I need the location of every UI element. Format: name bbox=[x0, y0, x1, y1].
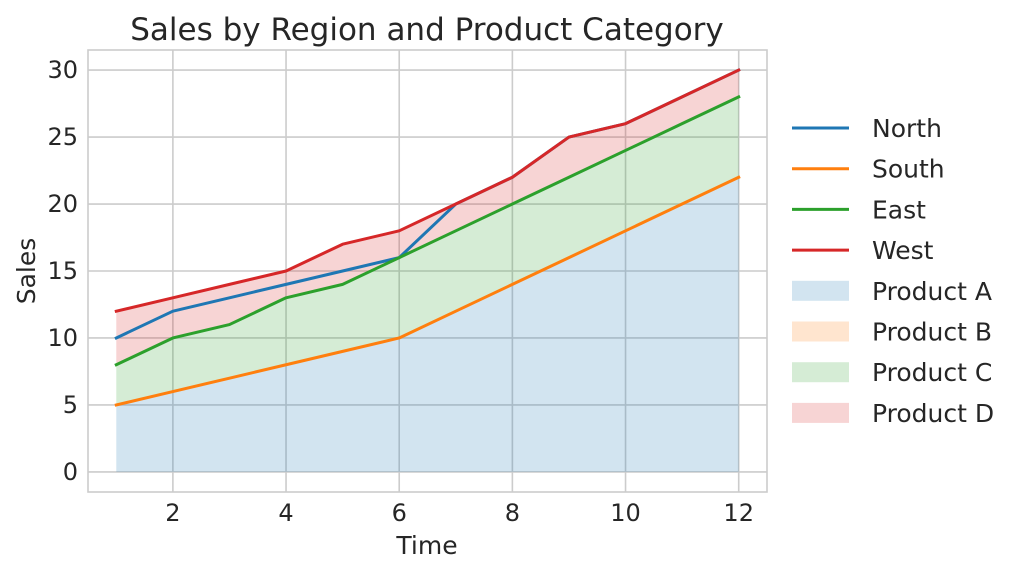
x-axis-ticks: 2 4 6 8 10 12 bbox=[165, 499, 754, 527]
chart-title: Sales by Region and Product Category bbox=[130, 12, 724, 48]
area-product-a bbox=[116, 177, 739, 472]
x-tick-label: 2 bbox=[165, 499, 180, 527]
x-axis-label: Time bbox=[395, 531, 457, 560]
y-tick-label: 25 bbox=[47, 123, 78, 151]
plot-area bbox=[87, 49, 768, 493]
x-tick-label: 12 bbox=[723, 499, 754, 527]
line-south bbox=[114, 175, 741, 407]
legend-label-product-a: Product A bbox=[872, 277, 992, 306]
legend-label-product-c: Product C bbox=[872, 358, 992, 387]
area-product-d bbox=[116, 70, 739, 365]
y-tick-label: 5 bbox=[63, 391, 78, 419]
plot-frame bbox=[87, 49, 768, 493]
y-axis-label: Sales bbox=[12, 238, 41, 305]
legend-swatch-product-c bbox=[792, 362, 849, 383]
legend-label-west: West bbox=[872, 236, 934, 265]
x-tick-label: 4 bbox=[278, 499, 293, 527]
line-west bbox=[114, 68, 741, 313]
y-axis-ticks: 0 5 10 15 20 25 30 bbox=[47, 56, 78, 486]
legend-swatch-product-b bbox=[792, 321, 849, 342]
x-tick-label: 8 bbox=[505, 499, 520, 527]
line-east bbox=[114, 94, 741, 367]
area-series bbox=[116, 70, 739, 472]
legend-label-north: North bbox=[872, 114, 942, 143]
line-series bbox=[114, 68, 741, 407]
legend-swatch-product-a bbox=[792, 280, 849, 301]
legend-label-product-b: Product B bbox=[872, 318, 992, 347]
area-product-c bbox=[116, 96, 739, 405]
legend-swatch-product-d bbox=[792, 402, 849, 423]
y-tick-label: 15 bbox=[47, 257, 78, 285]
legend: North South East West Product A Product B Prod… bbox=[792, 114, 994, 428]
legend-label-product-d: Product D bbox=[872, 399, 994, 428]
legend-label-south: South bbox=[872, 155, 945, 184]
y-tick-label: 20 bbox=[47, 190, 78, 218]
legend-label-east: East bbox=[872, 195, 926, 224]
y-tick-label: 30 bbox=[47, 56, 78, 84]
y-tick-label: 10 bbox=[47, 324, 78, 352]
y-tick-label: 0 bbox=[63, 458, 78, 486]
x-tick-label: 6 bbox=[392, 499, 407, 527]
x-tick-label: 10 bbox=[610, 499, 641, 527]
